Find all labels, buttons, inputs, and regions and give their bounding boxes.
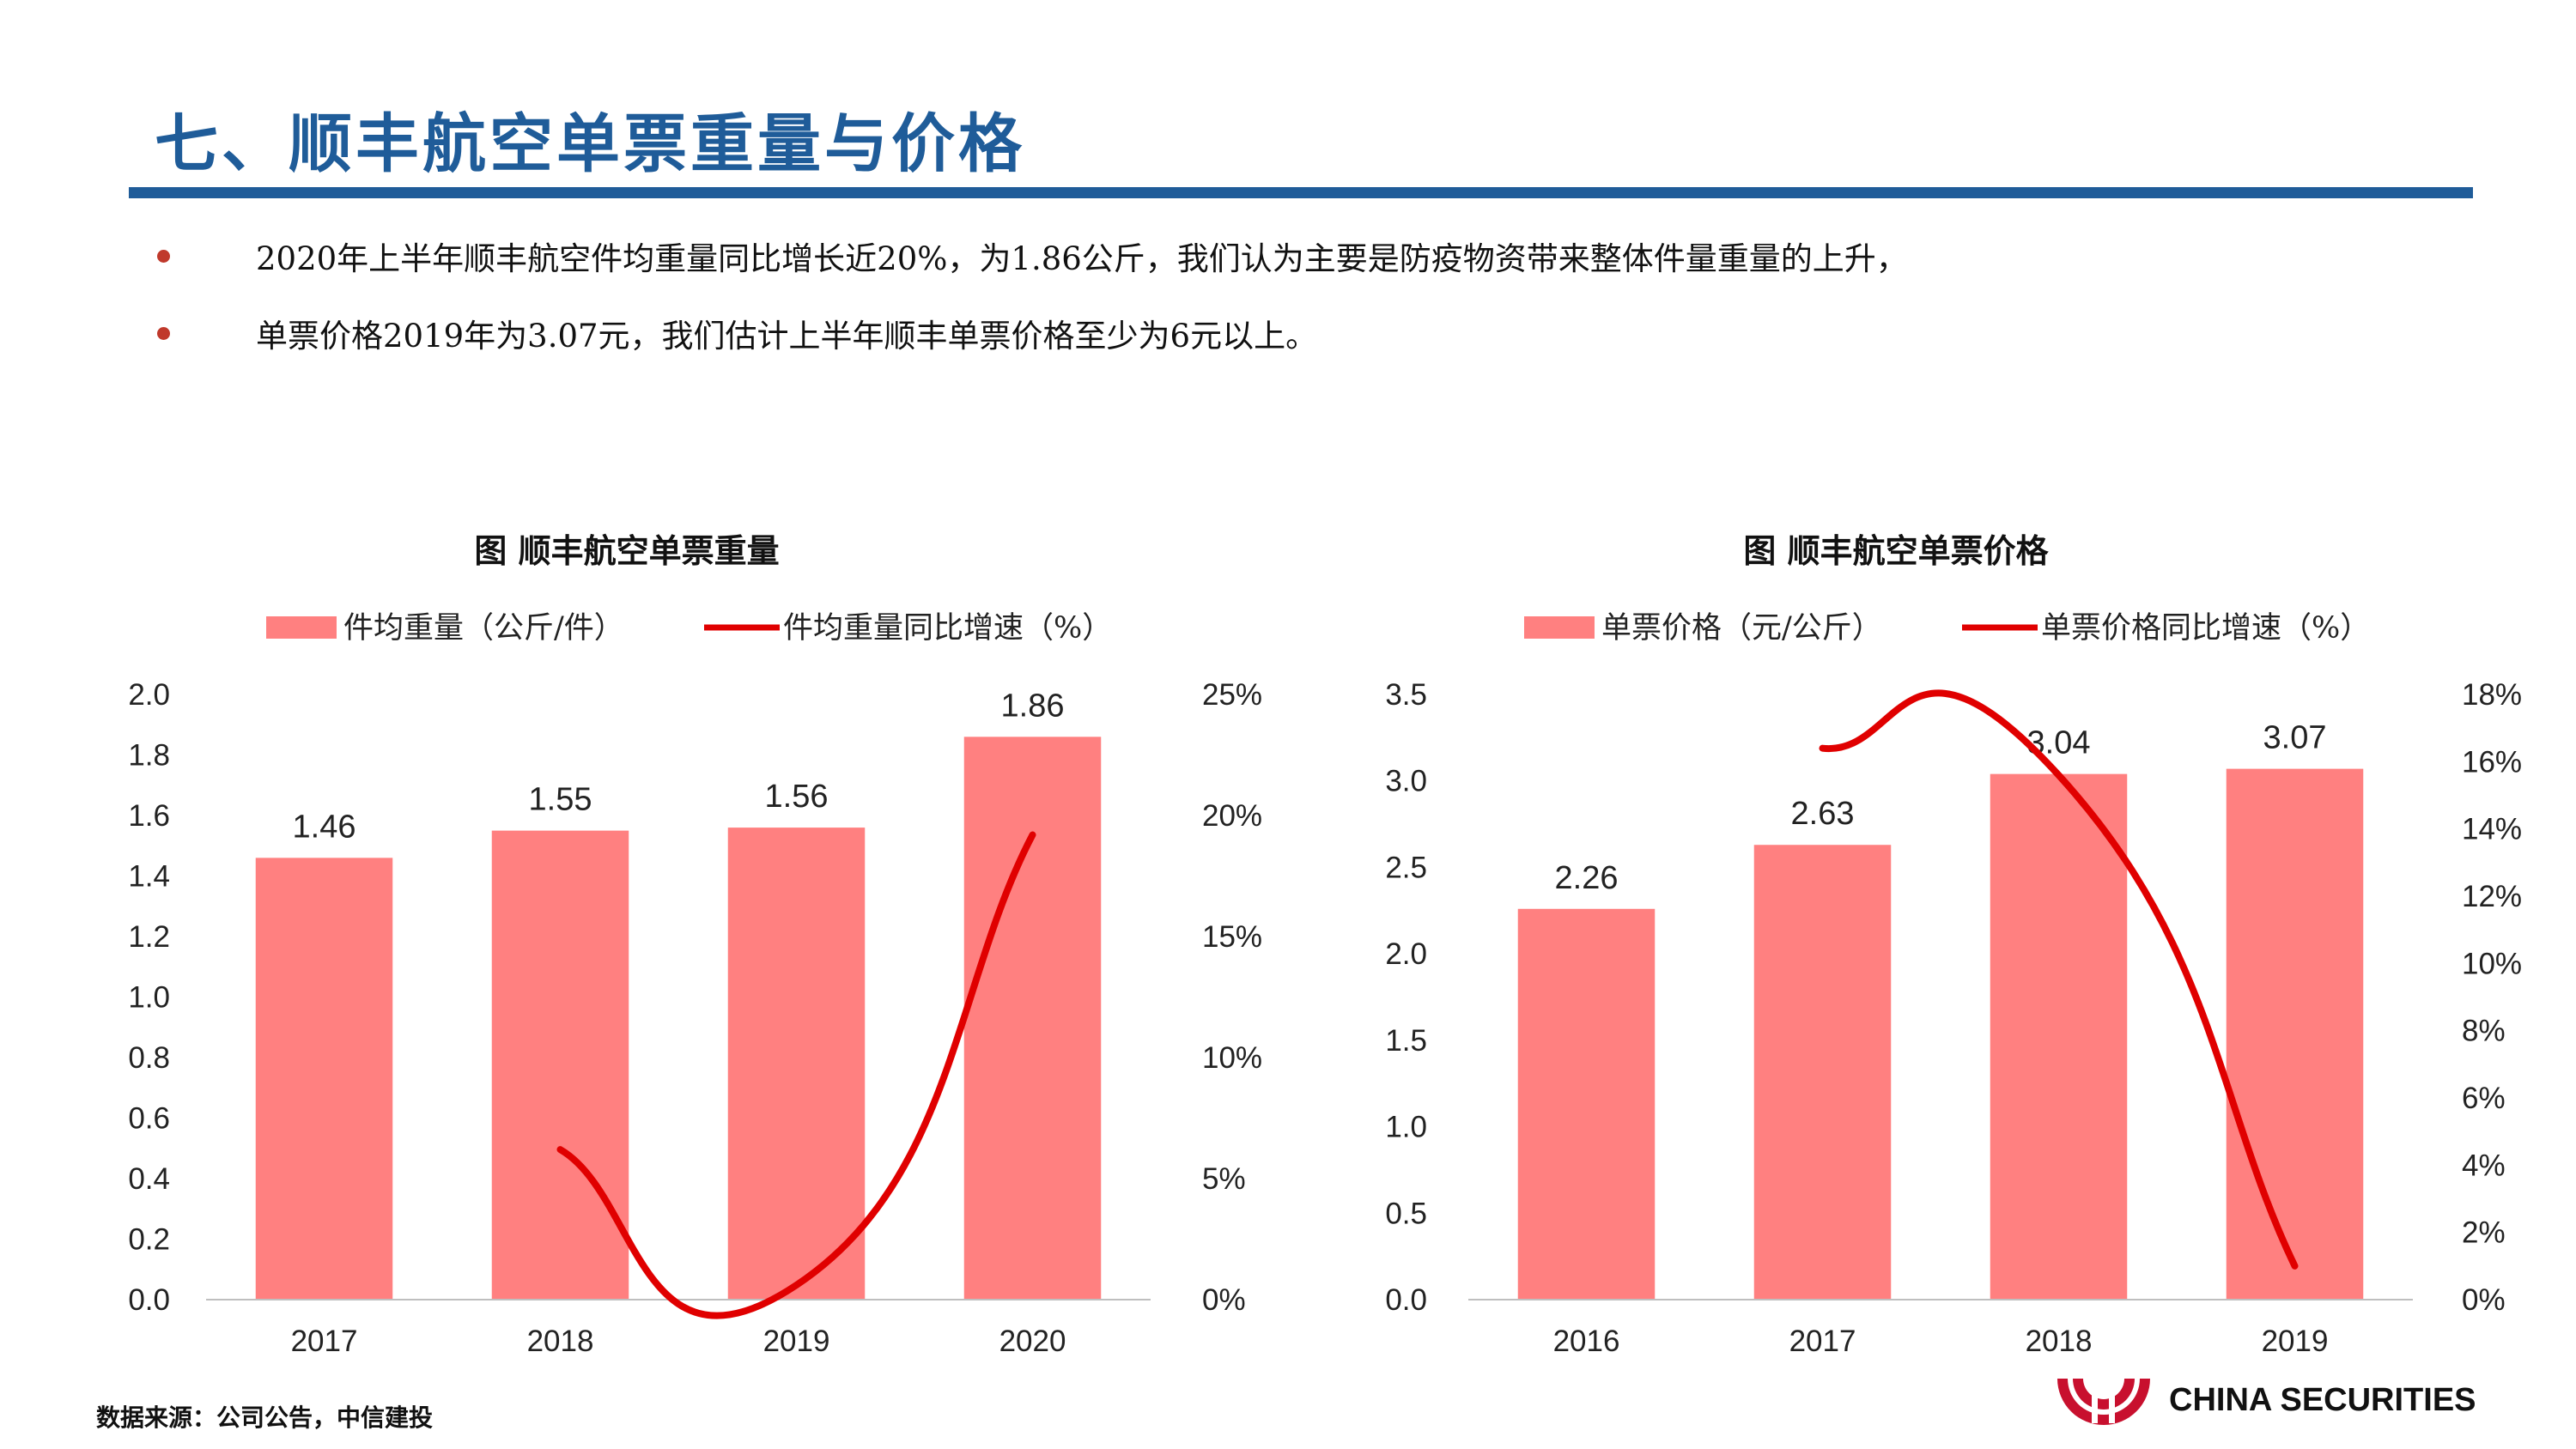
- x-tick-label: 2018: [527, 1325, 594, 1358]
- y-right-tick-label: 2%: [2462, 1216, 2506, 1250]
- bar: [1517, 908, 1656, 1300]
- y-right-tick-label: 6%: [2462, 1082, 2506, 1115]
- x-tick-label: 2018: [2026, 1325, 2093, 1358]
- y-left-tick-label: 1.8: [128, 739, 170, 773]
- y-right-tick-label: 4%: [2462, 1149, 2506, 1182]
- y-left-tick-label: 1.5: [1385, 1024, 1427, 1058]
- y-right-tick-label: 15%: [1202, 920, 1262, 954]
- y-right-tick-label: 16%: [2462, 745, 2522, 779]
- bar-data-label: 3.07: [2263, 720, 2327, 756]
- y-left-tick-label: 2.5: [1385, 851, 1427, 884]
- weight-chart: 图 顺丰航空单票重量件均重量（公斤/件） 件均重量同比增速（%） 0.0 0.2 0.4…: [0, 515, 1288, 1373]
- bullet-dot-icon: [157, 250, 170, 263]
- legend-bar-label: 件均重量（公斤/件）: [343, 611, 624, 646]
- y-right-tick-label: 20%: [1202, 799, 1262, 833]
- logo-mark-icon: [2057, 1379, 2150, 1425]
- chart-title: 图 顺丰航空单票价格: [1743, 531, 2049, 570]
- y-left-tick-label: 1.0: [128, 981, 170, 1015]
- y-left-tick-label: 1.0: [1385, 1111, 1427, 1144]
- bar: [491, 830, 629, 1300]
- china-securities-logo: CHINA SECURITIES: [2050, 1363, 2497, 1449]
- y-left-tick-label: 0.8: [128, 1041, 170, 1075]
- y-right-tick-label: 14%: [2462, 813, 2522, 846]
- x-tick-label: 2016: [1553, 1325, 1620, 1358]
- y-left-tick-label: 2.0: [1385, 937, 1427, 971]
- bar-data-label: 1.55: [529, 782, 592, 818]
- bar: [963, 737, 1102, 1300]
- logo-text: CHINA SECURITIES: [2169, 1382, 2476, 1418]
- y-right-tick-label: 8%: [2462, 1015, 2506, 1048]
- y-left-tick-label: 0.2: [128, 1223, 170, 1257]
- page-title: 七、顺丰航空单票重量与价格: [155, 107, 1025, 181]
- bullet-text: 2020年上半年顺丰航空件均重量同比增长近20%，为1.86公斤，我们认为主要是…: [256, 240, 1908, 277]
- y-right-tick-label: 10%: [1202, 1041, 1262, 1075]
- legend-line-label: 件均重量同比增速（%）: [783, 611, 1112, 646]
- y-right-tick-label: 12%: [2462, 880, 2522, 913]
- legend-line-label: 单票价格同比增速（%）: [2041, 611, 2370, 646]
- x-tick-label: 2019: [2262, 1325, 2329, 1358]
- bar-data-label: 2.63: [1791, 796, 1855, 832]
- bar: [1753, 845, 1892, 1300]
- bar-data-label: 2.26: [1555, 860, 1619, 896]
- x-tick-label: 2017: [291, 1325, 358, 1358]
- bar-data-label: 1.86: [1001, 688, 1065, 724]
- y-left-tick-label: 1.4: [128, 860, 170, 894]
- y-left-tick-label: 0.6: [128, 1102, 170, 1136]
- y-left-tick-label: 1.2: [128, 920, 170, 954]
- price-chart: 图 顺丰航空单票价格单票价格（元/公斤） 单票价格同比增速（%） 0.0 0.5 1.0…: [1288, 515, 2576, 1373]
- bar: [2226, 768, 2364, 1300]
- x-tick-label: 2017: [1789, 1325, 1856, 1358]
- legend-bar-swatch: [266, 616, 337, 639]
- growth-line: [1819, 689, 2299, 1270]
- growth-line: [556, 831, 1036, 1319]
- legend-bar-swatch: [1524, 616, 1595, 639]
- y-right-tick-label: 10%: [2462, 947, 2522, 980]
- y-right-tick-label: 25%: [1202, 678, 1262, 712]
- x-tick-label: 2019: [763, 1325, 830, 1358]
- y-right-tick-label: 0%: [1202, 1283, 1246, 1317]
- y-left-tick-label: 3.0: [1385, 765, 1427, 798]
- y-left-tick-label: 0.0: [128, 1283, 170, 1317]
- y-left-tick-label: 0.0: [1385, 1283, 1427, 1317]
- data-source-note: 数据来源：公司公告，中信建投: [96, 1404, 434, 1432]
- y-left-tick-label: 2.0: [128, 678, 170, 712]
- bullet-text: 单票价格2019年为3.07元，我们估计上半年顺丰单票价格至少为6元以上。: [256, 318, 1318, 355]
- legend-bar-label: 单票价格（元/公斤）: [1601, 611, 1882, 646]
- y-right-tick-label: 5%: [1202, 1162, 1246, 1196]
- bar: [255, 858, 393, 1300]
- y-right-tick-label: 0%: [2462, 1283, 2506, 1317]
- bar-data-label: 1.46: [293, 809, 356, 845]
- y-left-tick-label: 0.4: [128, 1162, 170, 1196]
- y-right-tick-label: 18%: [2462, 678, 2522, 712]
- y-left-tick-label: 1.6: [128, 799, 170, 833]
- chart-title: 图 顺丰航空单票重量: [474, 531, 779, 570]
- bar: [727, 828, 866, 1300]
- y-left-tick-label: 3.5: [1385, 678, 1427, 712]
- bar-data-label: 1.56: [765, 779, 829, 815]
- bullet-dot-icon: [157, 327, 170, 340]
- bar: [1990, 773, 2128, 1300]
- y-left-tick-label: 0.5: [1385, 1197, 1427, 1230]
- title-underline: [129, 187, 2473, 198]
- x-tick-label: 2020: [999, 1325, 1066, 1358]
